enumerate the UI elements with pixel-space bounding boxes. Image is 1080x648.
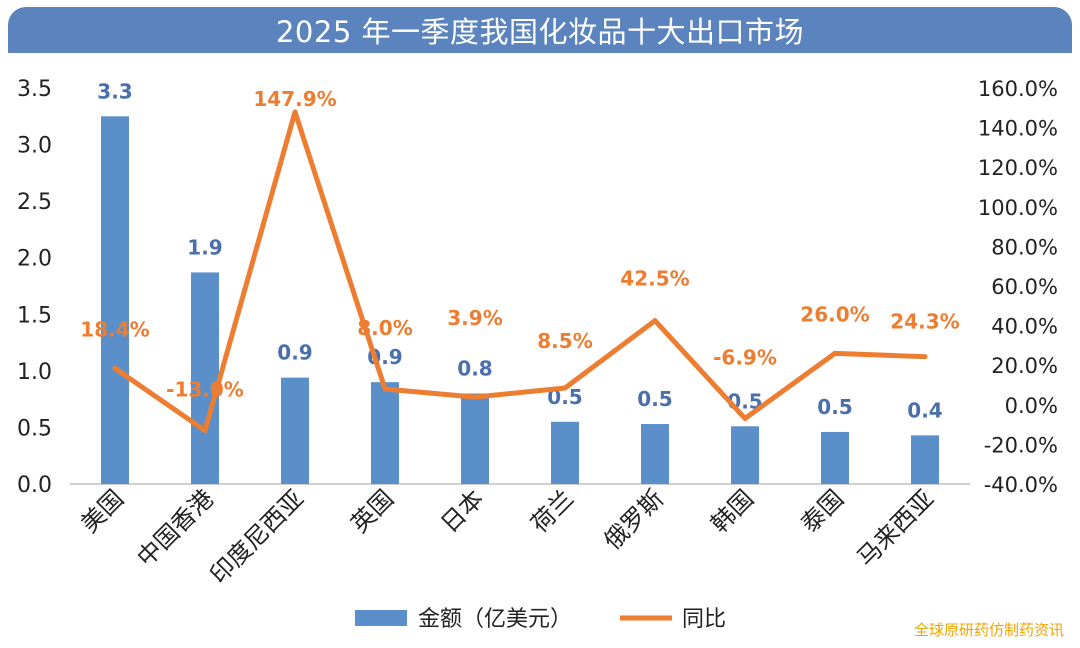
left-axis-tick-label: 3.5 — [17, 77, 52, 102]
line-series-yoy — [112, 109, 928, 434]
line-point — [922, 354, 928, 360]
line-point — [562, 385, 568, 391]
right-axis-tick-label: 100.0% — [978, 196, 1058, 220]
bar — [191, 272, 219, 484]
left-axis-tick-label: 3.0 — [17, 134, 52, 159]
line-data-label: 24.3% — [890, 310, 959, 334]
line-point — [472, 394, 478, 400]
line-point — [652, 318, 658, 324]
line-data-label: 8.5% — [537, 329, 592, 353]
bar-data-label: 3.3 — [97, 79, 132, 103]
left-axis-tick-label: 1.5 — [17, 303, 52, 328]
bar-data-label: 0.4 — [907, 398, 942, 422]
bar-data-label: 1.9 — [187, 235, 222, 259]
bar — [641, 424, 669, 484]
category-label: 印度尼西亚 — [205, 484, 310, 589]
right-axis-tick-label: -40.0% — [984, 473, 1058, 497]
right-axis-tick-label: 120.0% — [978, 156, 1058, 180]
line-data-label: 26.0% — [800, 302, 869, 326]
category-label: 荷兰 — [526, 484, 580, 538]
category-label: 俄罗斯 — [599, 484, 670, 555]
chart-title: 2025 年一季度我国化妆品十大出口市场 — [275, 15, 805, 49]
bar — [551, 421, 579, 484]
right-axis-tick-label: 60.0% — [991, 275, 1058, 299]
legend-bar-label: 金额（亿美元） — [418, 607, 572, 632]
right-axis-tick-label: 20.0% — [991, 354, 1058, 378]
right-axis-tick-label: 160.0% — [978, 77, 1058, 101]
line-data-label: 3.9% — [447, 306, 502, 330]
right-axis-tick-label: 40.0% — [991, 315, 1058, 339]
legend-bar-swatch — [355, 610, 407, 626]
category-label: 中国香港 — [132, 484, 220, 572]
category-label: 泰国 — [796, 484, 850, 538]
line-point — [292, 109, 298, 115]
bar — [731, 426, 759, 484]
bar-data-label: 0.8 — [457, 356, 492, 380]
left-axis-tick-label: 2.0 — [17, 247, 52, 272]
right-axis-tick-label: 80.0% — [991, 235, 1058, 259]
line-data-label: 8.0% — [357, 316, 412, 340]
bar — [821, 431, 849, 484]
line-point — [112, 365, 118, 371]
category-label: 美国 — [76, 484, 130, 538]
line-data-label: 18.4% — [80, 317, 149, 341]
right-axis-tick-label: 0.0% — [1005, 394, 1058, 418]
right-axis-tick-label: 140.0% — [978, 117, 1058, 141]
line-data-label: -6.9% — [713, 345, 777, 369]
right-axis-tick-label: -20.0% — [984, 433, 1058, 457]
line-data-label: 42.5% — [620, 267, 689, 291]
left-axis-tick-label: 0.0 — [17, 473, 52, 498]
bar-data-label: 0.9 — [277, 341, 312, 365]
bar — [281, 377, 309, 484]
category-label: 英国 — [346, 484, 400, 538]
category-label: 韩国 — [706, 484, 760, 538]
line-point — [742, 415, 748, 421]
category-label: 马来西亚 — [852, 484, 940, 572]
left-axis-tick-label: 0.5 — [17, 416, 52, 441]
left-axis-tick-label: 2.5 — [17, 190, 52, 215]
line-point — [832, 350, 838, 356]
legend-line-label: 同比 — [682, 607, 726, 632]
bar — [101, 116, 129, 485]
bar — [371, 382, 399, 484]
bar-data-label: 0.5 — [637, 387, 672, 411]
watermark: 全球原研药仿制药资讯 — [913, 621, 1064, 639]
line-point — [382, 386, 388, 392]
bar-data-label: 0.5 — [817, 395, 852, 419]
line-data-label: 147.9% — [253, 87, 336, 111]
category-label: 日本 — [436, 484, 490, 538]
chart-title-bar: 2025 年一季度我国化妆品十大出口市场 — [8, 7, 1072, 53]
bar — [911, 435, 939, 484]
bar — [461, 393, 489, 484]
line-point — [202, 428, 208, 434]
line-data-label: -13.0% — [166, 378, 244, 402]
left-axis-tick-label: 1.0 — [17, 360, 52, 385]
